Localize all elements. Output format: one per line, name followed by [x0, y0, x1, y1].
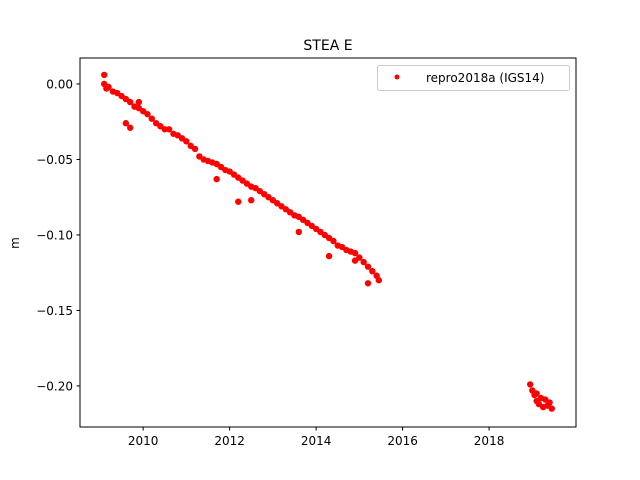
data-point	[183, 138, 190, 145]
data-point	[351, 257, 359, 264]
data-point	[364, 263, 372, 270]
data-point	[360, 258, 367, 266]
data-point	[165, 126, 173, 133]
data-point	[126, 124, 134, 131]
data-point	[330, 237, 337, 245]
data-point	[295, 228, 303, 236]
data-point	[546, 399, 553, 406]
y-tick-label: −0.15	[36, 304, 73, 318]
y-axis-ticks: 0.00 −0.05 −0.10 −0.15 −0.20	[36, 77, 80, 393]
chart-title: STEA E	[303, 38, 352, 54]
legend-box	[377, 65, 570, 91]
data-point	[351, 249, 359, 257]
data-point	[191, 145, 199, 153]
x-tick-label: 2018	[474, 434, 505, 448]
data-point	[533, 390, 540, 397]
y-tick-label: −0.10	[36, 228, 73, 242]
y-tick-label: 0.00	[46, 77, 73, 91]
y-axis-label: m	[8, 237, 22, 249]
data-points	[101, 71, 555, 412]
legend-marker	[394, 74, 400, 80]
data-point	[248, 197, 255, 204]
data-point	[235, 198, 242, 205]
data-point	[101, 71, 108, 79]
x-tick-label: 2014	[301, 434, 332, 448]
data-point	[325, 252, 333, 260]
data-point	[105, 83, 112, 91]
data-point	[148, 115, 155, 122]
data-point	[364, 280, 372, 287]
y-tick-label: −0.05	[36, 153, 73, 167]
data-point	[213, 175, 220, 183]
data-point	[526, 381, 534, 388]
x-tick-label: 2012	[214, 434, 245, 448]
plot-frame	[79, 57, 577, 428]
data-point	[548, 405, 555, 412]
y-tick-label: −0.20	[36, 379, 73, 393]
data-point	[375, 277, 383, 284]
legend: repro2018a (IGS14)	[377, 65, 570, 91]
data-point	[369, 267, 376, 275]
data-point	[135, 98, 143, 106]
data-point	[144, 110, 151, 118]
x-tick-label: 2016	[387, 434, 418, 448]
legend-label: repro2018a (IGS14)	[426, 71, 544, 85]
x-axis-ticks: 2010 2012 2014 2016 2018	[128, 427, 504, 448]
x-tick-label: 2010	[128, 434, 159, 448]
data-point	[126, 98, 134, 106]
data-point	[122, 120, 130, 127]
